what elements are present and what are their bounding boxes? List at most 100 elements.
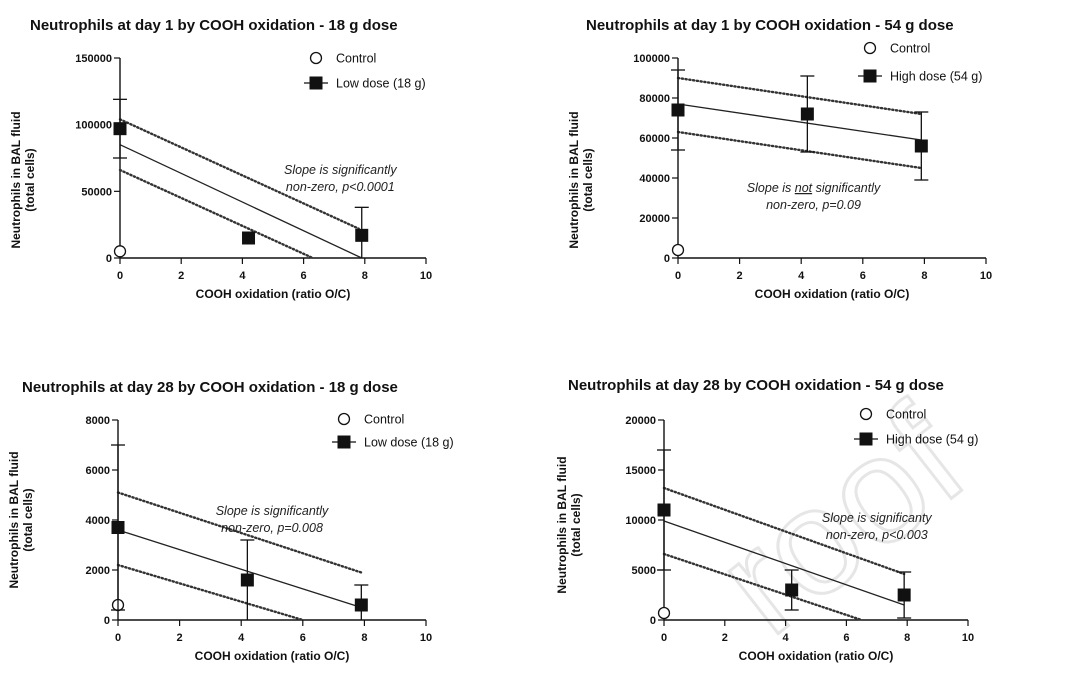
- y-tick-label: 60000: [639, 133, 670, 145]
- dose-point: [914, 139, 928, 153]
- y-tick-label: 0: [664, 253, 670, 265]
- dose-point: [800, 107, 814, 121]
- chart-title: Neutrophils at day 28 by COOH oxidation …: [568, 377, 944, 394]
- legend-marker-dose: [863, 69, 877, 83]
- y-axis-label: Neutrophils in BAL fluid: [7, 451, 21, 588]
- x-tick-label: 0: [675, 270, 681, 282]
- chart-panel-3: Neutrophils at day 28 by COOH oxidation …: [7, 379, 454, 663]
- legend-label: High dose (54 g): [890, 70, 982, 84]
- y-tick-label: 20000: [639, 213, 670, 225]
- regression-line: [677, 103, 922, 141]
- x-tick-label: 4: [238, 632, 245, 644]
- lower-confidence-band: [116, 563, 304, 622]
- dose-point: [111, 521, 125, 534]
- slope-annotation: Slope is significantly: [216, 504, 329, 518]
- legend-marker-dose: [309, 76, 323, 90]
- y-tick-label: 40000: [639, 173, 670, 185]
- upper-confidence-band: [116, 491, 363, 574]
- slope-annotation: Slope is significantly: [284, 163, 397, 177]
- regression-line: [663, 520, 905, 606]
- lower-confidence-band: [662, 552, 863, 622]
- x-tick-label: 8: [361, 632, 367, 644]
- slope-annotation: Slope is significanty: [822, 511, 933, 525]
- dose-point: [355, 228, 369, 242]
- y-tick-label: 8000: [86, 415, 110, 427]
- x-tick-label: 10: [420, 270, 432, 282]
- legend-label: Control: [364, 413, 404, 427]
- y-tick-label: 50000: [81, 186, 112, 198]
- x-tick-label: 8: [362, 270, 368, 282]
- x-tick-label: 2: [177, 632, 183, 644]
- dose-point: [242, 231, 256, 245]
- dose-point: [240, 573, 254, 587]
- y-axis-label: Neutrophils in BAL fluid: [555, 456, 569, 593]
- x-tick-label: 4: [239, 270, 246, 282]
- x-tick-label: 6: [860, 270, 866, 282]
- legend-marker-dose: [859, 432, 873, 446]
- y-tick-label: 20000: [625, 415, 656, 427]
- legend-label: High dose (54 g): [886, 433, 978, 447]
- y-tick-label: 5000: [632, 565, 656, 577]
- chart-title: Neutrophils at day 1 by COOH oxidation -…: [30, 17, 398, 34]
- x-tick-label: 0: [117, 270, 123, 282]
- y-tick-label: 6000: [86, 465, 110, 477]
- y-axis-label: (total cells): [569, 493, 583, 556]
- regression-line: [117, 529, 362, 609]
- control-point: [657, 606, 671, 620]
- upper-confidence-band: [662, 486, 906, 576]
- x-tick-label: 10: [980, 270, 992, 282]
- legend-marker-control: [337, 412, 351, 426]
- slope-annotation: non-zero, p=0.09: [766, 198, 861, 212]
- upper-confidence-band: [676, 76, 923, 116]
- legend-label: Control: [886, 408, 926, 422]
- x-tick-label: 0: [115, 632, 121, 644]
- dose-point: [897, 588, 911, 602]
- y-tick-label: 10000: [625, 515, 656, 527]
- x-tick-label: 2: [178, 270, 184, 282]
- x-tick-label: 6: [843, 632, 849, 644]
- legend-label: Low dose (18 g): [364, 436, 454, 450]
- legend-label: Low dose (18 g): [336, 77, 426, 91]
- regression-line: [119, 144, 363, 259]
- legend-marker-dose: [337, 435, 351, 449]
- dose-point: [113, 122, 127, 136]
- slope-annotation: non-zero, p=0.008: [221, 521, 323, 535]
- x-axis-label: COOH oxidation (ratio O/C): [755, 287, 910, 301]
- x-tick-label: 10: [420, 632, 432, 644]
- legend-label: Control: [336, 52, 376, 66]
- upper-confidence-band: [118, 118, 360, 230]
- legend-marker-control: [859, 407, 873, 421]
- y-tick-label: 0: [106, 253, 112, 265]
- legend-marker-control: [309, 51, 323, 65]
- y-tick-label: 2000: [86, 565, 110, 577]
- lower-confidence-band: [118, 168, 314, 260]
- x-tick-label: 8: [904, 632, 910, 644]
- x-tick-label: 2: [737, 270, 743, 282]
- lower-confidence-band: [676, 130, 923, 170]
- dose-point: [785, 583, 799, 597]
- chart-panel-1: Neutrophils at day 1 by COOH oxidation -…: [9, 17, 432, 301]
- slope-annotation: Slope is not significantly: [747, 181, 881, 195]
- y-tick-label: 15000: [625, 465, 656, 477]
- y-axis-label: (total cells): [581, 148, 595, 211]
- slope-annotation: non-zero, p<0.003: [826, 528, 928, 542]
- slope-annotation: non-zero, p<0.0001: [286, 180, 395, 194]
- chart-panel-4: Neutrophils at day 28 by COOH oxidation …: [555, 377, 978, 663]
- x-tick-label: 6: [300, 632, 306, 644]
- y-tick-label: 0: [650, 615, 656, 627]
- x-tick-label: 2: [722, 632, 728, 644]
- y-axis-label: (total cells): [21, 488, 35, 551]
- chart-title: Neutrophils at day 28 by COOH oxidation …: [22, 379, 398, 396]
- y-axis-label: Neutrophils in BAL fluid: [9, 111, 23, 248]
- x-tick-label: 10: [962, 632, 974, 644]
- y-tick-label: 150000: [75, 53, 112, 65]
- y-axis-label: (total cells): [23, 148, 37, 211]
- x-tick-label: 4: [783, 632, 790, 644]
- x-axis-label: COOH oxidation (ratio O/C): [195, 649, 350, 663]
- control-point: [113, 245, 127, 258]
- y-tick-label: 80000: [639, 93, 670, 105]
- x-axis-label: COOH oxidation (ratio O/C): [739, 649, 894, 663]
- control-point: [671, 243, 685, 257]
- y-tick-label: 100000: [75, 120, 112, 132]
